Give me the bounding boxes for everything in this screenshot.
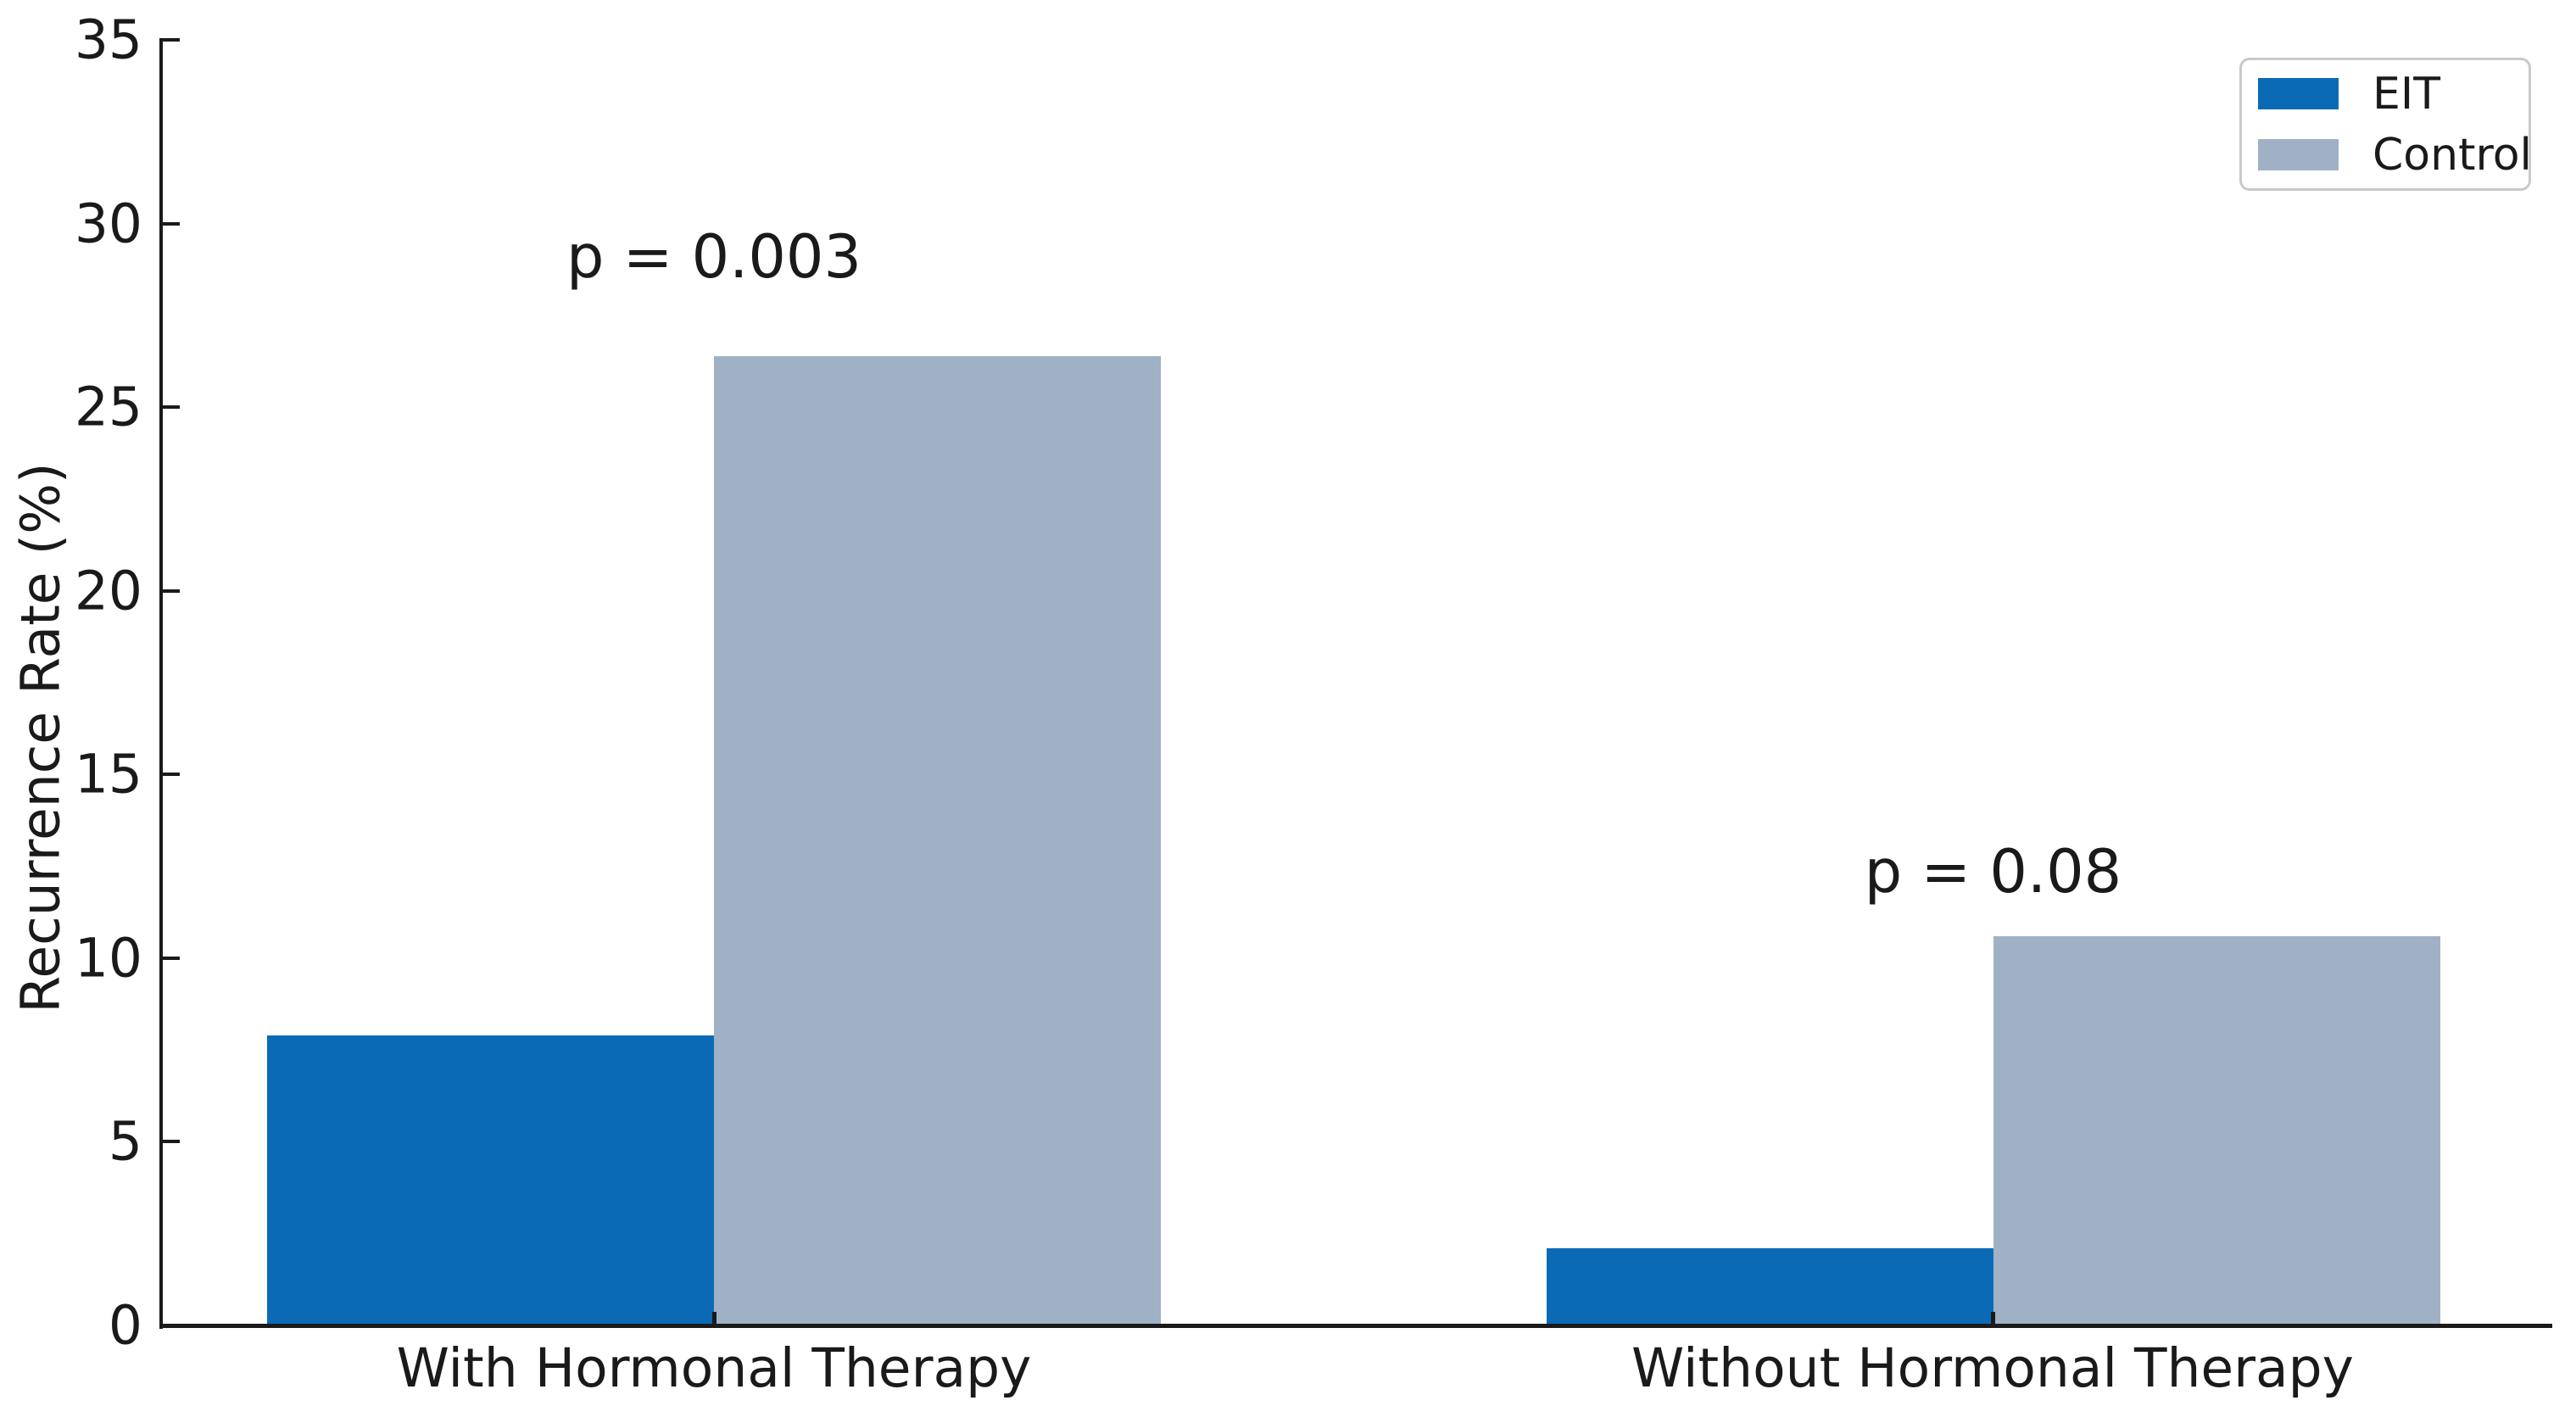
y-tick-label-5: 5	[108, 1110, 142, 1173]
x-tick-mark-with-hormonal-therapy	[711, 1312, 716, 1325]
bar-control-without-hormonal-therapy	[1993, 935, 2440, 1325]
y-tick-mark-15	[163, 773, 180, 777]
p-value-annotation-right: p = 0.08	[1864, 837, 2122, 907]
y-tick-label-30: 30	[74, 192, 142, 255]
x-tick-mark-without-hormonal-therapy	[1991, 1312, 1995, 1325]
y-tick-mark-25	[163, 405, 180, 410]
bar-control-with-hormonal-therapy	[714, 355, 1161, 1325]
legend-item-eit: EIT	[2258, 72, 2529, 116]
y-tick-label-15: 15	[74, 743, 142, 806]
legend-swatch-control	[2258, 139, 2339, 170]
bar-eit-without-hormonal-therapy	[1546, 1248, 1993, 1325]
y-axis-label: Recurrence Rate (%)	[9, 462, 72, 1013]
bar-eit-with-hormonal-therapy	[267, 1035, 714, 1325]
x-category-label-without-hormonal-therapy: Without Hormonal Therapy	[1631, 1337, 2354, 1399]
y-tick-mark-30	[163, 221, 180, 226]
y-tick-label-20: 20	[74, 560, 142, 622]
y-tick-mark-35	[163, 38, 180, 42]
y-tick-label-25: 25	[74, 376, 142, 438]
y-tick-label-0: 0	[108, 1294, 142, 1357]
y-tick-mark-5	[163, 1140, 180, 1144]
x-axis-line	[159, 1324, 2552, 1328]
y-axis-line	[159, 38, 163, 1329]
y-tick-mark-10	[163, 956, 180, 960]
y-tick-label-10: 10	[74, 927, 142, 990]
y-tick-label-35: 35	[74, 8, 142, 71]
legend-item-control: Control	[2258, 129, 2532, 181]
y-tick-mark-20	[163, 589, 180, 593]
legend-swatch-eit	[2258, 78, 2339, 109]
legend: EIT Control	[2239, 58, 2532, 191]
x-category-label-with-hormonal-therapy: With Hormonal Therapy	[396, 1337, 1032, 1399]
p-value-annotation-left: p = 0.003	[566, 221, 861, 292]
legend-label-eit: EIT	[2372, 68, 2440, 120]
legend-label-control: Control	[2372, 129, 2532, 181]
